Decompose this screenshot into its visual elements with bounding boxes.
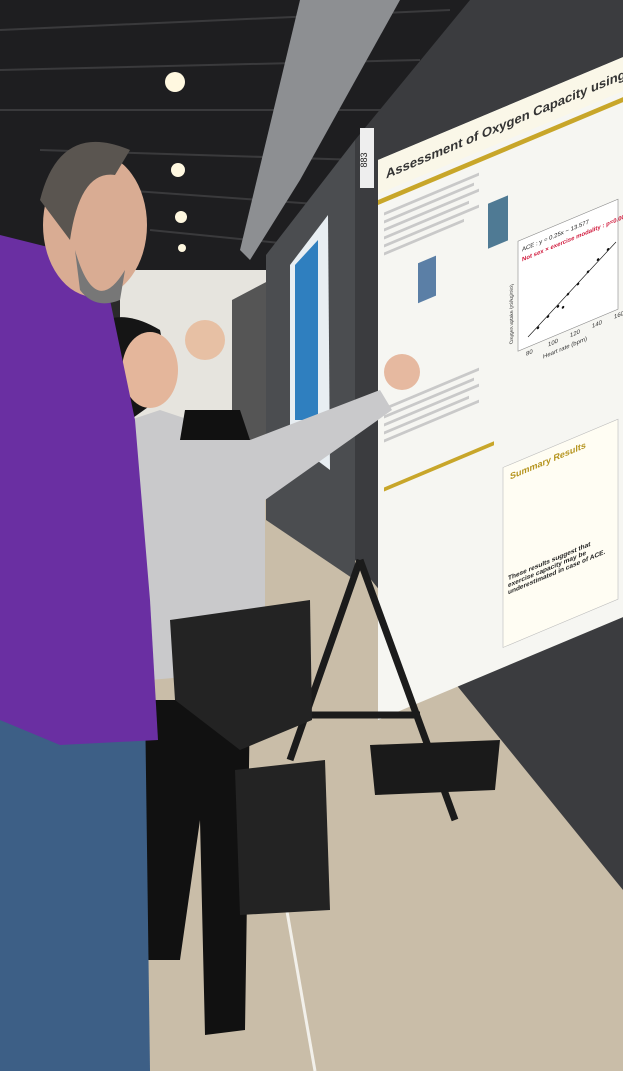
board-number-card [360, 128, 374, 188]
x-tick-label: 80 [526, 348, 533, 358]
woman-hand [384, 354, 420, 390]
section-rule [384, 441, 494, 492]
man-beard [75, 250, 125, 304]
plot-frame [517, 198, 619, 352]
bg-person-face [185, 320, 225, 360]
air-duct [240, 0, 400, 260]
poster-photo [418, 255, 436, 304]
board-number: 883 [359, 152, 369, 167]
woman-pants [140, 700, 250, 1035]
shoulder-bag [170, 600, 312, 750]
bg-person-top [180, 410, 250, 440]
woman-jacket [100, 390, 392, 680]
results-box [502, 418, 619, 648]
y-axis-label: Oxygen uptake (ml/kg/min) [509, 283, 515, 345]
poster-header [378, 57, 623, 194]
man-shirt [0, 235, 158, 745]
far-board [232, 280, 270, 450]
x-tick-label: 120 [570, 328, 580, 339]
x-tick-label: 160 [614, 310, 623, 321]
poster-body-text [384, 172, 479, 443]
ceiling-lights [165, 72, 187, 252]
x-tick-label: 140 [592, 319, 602, 330]
plot-trend [527, 241, 617, 338]
woman-face [122, 332, 178, 408]
poster: Assessment of Oxygen Capacity using ACE … [378, 54, 623, 720]
title-rule [378, 97, 623, 205]
x-tick-labels: 80 100 120 140 160 [526, 310, 623, 358]
man-jeans [0, 700, 150, 1071]
tote-bag [235, 760, 330, 915]
floor-line [283, 899, 317, 1071]
floor-bag [370, 740, 500, 795]
x-tick-label: 100 [548, 337, 558, 348]
man-hair [40, 141, 130, 240]
poster-photo [488, 195, 508, 249]
middle-poster-banner [295, 240, 318, 420]
